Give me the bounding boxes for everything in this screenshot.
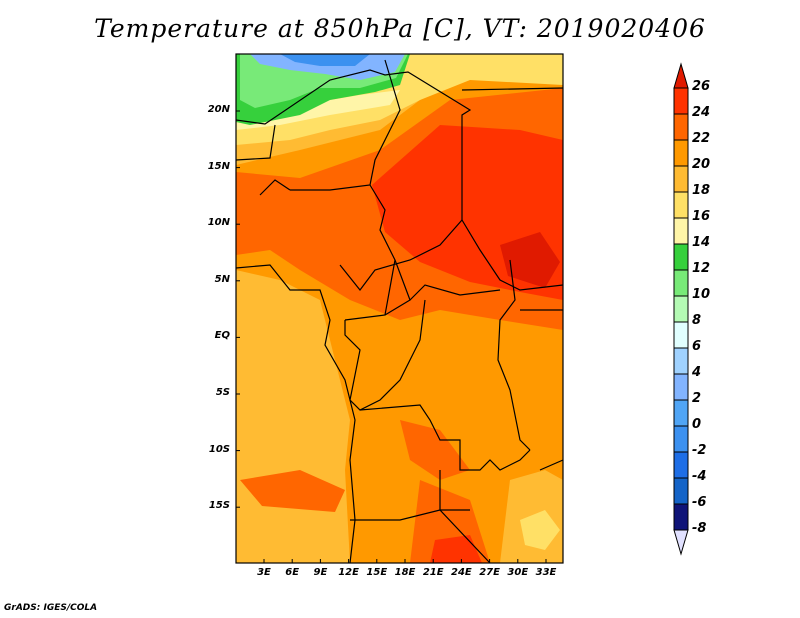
- lon-label: 18E: [394, 567, 416, 578]
- colorbar-swatch: [673, 399, 689, 427]
- lat-label: 5N: [214, 273, 230, 285]
- colorbar-swatch: [673, 217, 689, 245]
- colorbar-swatch: [673, 295, 689, 323]
- colorbar-label: 12: [692, 261, 711, 276]
- lon-label: 30E: [507, 567, 529, 578]
- lon-label: 21E: [422, 567, 444, 578]
- colorbar-label: 8: [692, 313, 702, 328]
- lat-label: 10S: [208, 443, 230, 455]
- lon-label: 3E: [257, 567, 271, 578]
- lon-label: 12E: [338, 567, 359, 578]
- country-borders: [236, 59, 563, 563]
- grads-credit: GrADS: IGES/COLA: [4, 603, 98, 613]
- lat-label: 10N: [207, 217, 230, 229]
- colorbar-swatch: [673, 425, 689, 453]
- colorbar-swatch: [673, 165, 689, 193]
- colorbar-label: 4: [692, 365, 702, 380]
- colorbar-label: 16: [692, 209, 711, 224]
- colorbar-label: -4: [692, 469, 707, 484]
- lon-label: 24E: [451, 567, 472, 578]
- colorbar-under-arrow: [673, 529, 689, 556]
- colorbar-swatch: [673, 477, 689, 505]
- colorbar-swatch: [673, 87, 689, 115]
- colorbar-label: -8: [692, 521, 707, 536]
- colorbar-swatch: [673, 321, 689, 349]
- colorbar-over-arrow: [673, 62, 689, 89]
- colorbar-label: 26: [692, 79, 711, 94]
- colorbar-swatch: [673, 269, 689, 297]
- colorbar-label: 6: [692, 339, 702, 354]
- lat-label: 5S: [215, 387, 230, 398]
- lat-label: 15S: [208, 500, 230, 512]
- lon-label: 6E: [285, 567, 300, 578]
- temperature-field: [236, 54, 563, 563]
- colorbar-label: 18: [692, 183, 711, 198]
- colorbar-label: 22: [692, 131, 711, 146]
- colorbar-swatch: [673, 243, 689, 271]
- lat-label: 20N: [207, 104, 230, 115]
- colorbar-swatch: [673, 503, 689, 531]
- colorbar-label: 20: [692, 157, 711, 172]
- colorbar-swatch: [673, 113, 689, 141]
- plot-title: Temperature at 850hPa [C], VT: 201902040…: [94, 14, 706, 43]
- colorbar-swatch: [673, 139, 689, 167]
- colorbar-swatch: [673, 347, 689, 375]
- colorbar: [673, 62, 689, 556]
- colorbar-label: -6: [692, 495, 707, 510]
- colorbar-label: 24: [692, 105, 711, 120]
- lon-label: 9E: [313, 567, 328, 578]
- colorbar-label: 0: [692, 417, 702, 432]
- colorbar-swatch: [673, 191, 689, 219]
- map-frame: [235, 53, 564, 564]
- colorbar-label: -2: [692, 443, 707, 458]
- colorbar-label: 14: [692, 235, 711, 250]
- colorbar-label: 2: [692, 391, 702, 406]
- lon-label: 33E: [535, 567, 557, 578]
- lon-label: 27E: [479, 567, 500, 578]
- colorbar-label: 10: [692, 287, 711, 302]
- colorbar-swatch: [673, 451, 689, 479]
- colorbar-swatch: [673, 373, 689, 401]
- lat-label: EQ: [214, 330, 230, 342]
- lon-label: 15E: [366, 567, 388, 578]
- lat-label: 15N: [207, 160, 230, 172]
